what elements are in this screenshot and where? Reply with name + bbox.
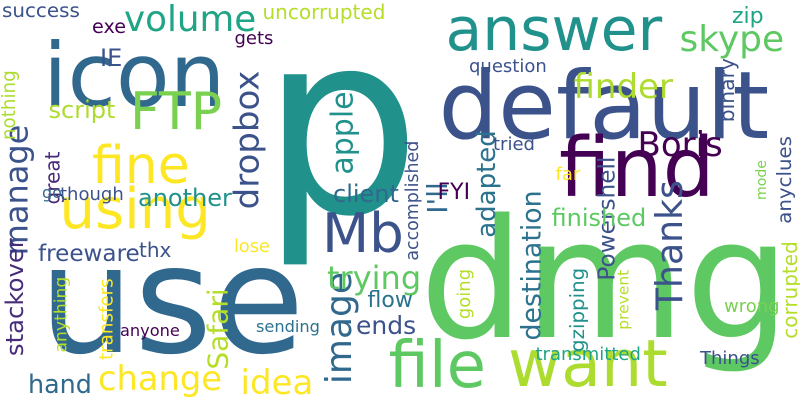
- word-binary: binary: [714, 58, 739, 123]
- word-uncorrupted: uncorrupted: [262, 0, 386, 24]
- word-use: use: [39, 214, 305, 388]
- word-ie: IE: [100, 44, 123, 72]
- word-lose: lose: [234, 237, 270, 257]
- word-accomplished: accomplished: [403, 140, 424, 261]
- word-change: change: [98, 359, 222, 398]
- word-using: using: [59, 177, 211, 242]
- word-prevent: prevent: [614, 269, 633, 330]
- word-want: want: [508, 326, 668, 400]
- word-gzipping: gzipping: [566, 267, 590, 352]
- word-trying: trying: [327, 259, 422, 297]
- word-go: go: [42, 183, 62, 202]
- word-far: far: [555, 164, 581, 185]
- word-mode: mode: [753, 160, 770, 201]
- word-p: p: [261, 0, 421, 272]
- word-hand: hand: [28, 368, 92, 399]
- word-default: default: [438, 52, 770, 161]
- word-safari: Safari: [201, 288, 235, 370]
- word-tried: tried: [493, 134, 535, 155]
- word-exe: exe: [92, 14, 127, 38]
- word-going: going: [454, 268, 476, 320]
- word-nothing: nothing: [0, 70, 20, 141]
- word-wrong: wrong: [724, 296, 780, 317]
- word-idea: idea: [240, 363, 314, 400]
- word-icon: icon: [43, 24, 226, 127]
- word-dropbox: dropbox: [226, 70, 267, 210]
- word-boris: Boris: [637, 125, 723, 165]
- word-script: script: [48, 96, 116, 124]
- word-finder: finder: [573, 67, 673, 107]
- word-corrupted: corrupted: [777, 241, 800, 339]
- word-dmg: dmg: [419, 183, 791, 376]
- word-ftp: FTP: [130, 82, 223, 142]
- word-anyclues: anyclues: [772, 136, 796, 224]
- word-sending: sending: [256, 317, 320, 336]
- word-client: client: [333, 180, 399, 208]
- word-find: find: [559, 121, 715, 216]
- word-apple: apple: [325, 91, 361, 175]
- word-zip: zip: [732, 4, 764, 29]
- word-gets: gets: [234, 28, 274, 49]
- word-another: another: [138, 184, 232, 212]
- word-fyi: FYI: [437, 180, 471, 205]
- word-question: question: [469, 56, 547, 77]
- word-transfers: transfers: [96, 278, 118, 361]
- word-flow: flow: [367, 288, 413, 313]
- word-mb: Mb: [322, 200, 404, 265]
- word-though: though: [60, 184, 124, 205]
- word-things: Things: [700, 348, 760, 369]
- word-destination: destination: [516, 189, 548, 340]
- word-manage: manage: [0, 124, 35, 256]
- word-success: success: [2, 0, 80, 22]
- word-freeware: freeware: [38, 240, 140, 267]
- word-fine: fine: [92, 136, 190, 196]
- word-transmitted: transmitted: [535, 344, 641, 365]
- word-thx: thx: [139, 238, 172, 262]
- word-finished: finished: [551, 204, 647, 232]
- word-anything: anything: [51, 276, 72, 353]
- word-skype: skype: [679, 19, 785, 60]
- word-volume: volume: [124, 0, 257, 40]
- word-anyone: anyone: [120, 321, 180, 340]
- word-ends: ends: [356, 310, 417, 340]
- word-answer: answer: [445, 0, 663, 65]
- word-thanks: Thanks: [647, 180, 691, 311]
- word-file: file: [388, 329, 486, 400]
- word-stackover: stackover: [0, 238, 29, 357]
